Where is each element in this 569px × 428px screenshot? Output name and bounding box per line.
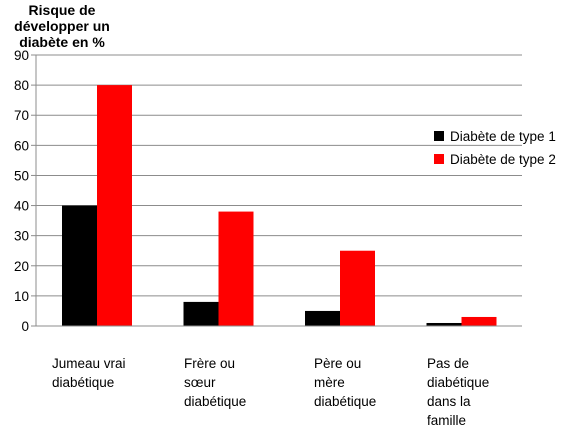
y-tick-label: 90: [14, 48, 29, 63]
x-category-label: diabétique: [427, 375, 489, 390]
x-category-label: Frère ou: [184, 356, 235, 371]
legend-label: Diabète de type 2: [450, 152, 556, 167]
y-tick-label: 20: [14, 259, 29, 274]
bar: [97, 85, 132, 326]
legend-label: Diabète de type 1: [450, 129, 556, 144]
bar: [305, 310, 340, 326]
bar: [62, 205, 97, 326]
y-tick-label: 30: [14, 229, 29, 244]
x-category-label: dans la: [427, 394, 471, 409]
legend-swatch: [434, 131, 444, 141]
legend: Diabète de type 1 Diabète de type 2: [434, 129, 556, 167]
x-category-label: Pas de: [427, 356, 469, 371]
x-category-label: diabétique: [52, 375, 114, 390]
x-category-label: diabétique: [184, 394, 246, 409]
y-axis-title-line: diabète en %: [19, 34, 105, 50]
bar: [183, 301, 219, 326]
y-tick-label: 50: [14, 168, 29, 183]
bar: [461, 316, 497, 326]
y-tick-label: 60: [14, 138, 29, 153]
x-category-label: diabétique: [314, 394, 376, 409]
x-axis-categories: Jumeau vrai diabétique Frère ou sœur diabéti…: [52, 356, 489, 428]
bar: [340, 250, 375, 326]
axes: [35, 55, 522, 327]
y-axis-ticks: 0 10 20 30 40 50 60 70 80 90: [14, 48, 36, 334]
y-axis-title-line: développer un: [14, 18, 110, 34]
y-tick-label: 10: [14, 289, 29, 304]
y-axis-title-line: Risque de: [29, 2, 96, 18]
x-category-label: famille: [427, 413, 466, 428]
bar: [426, 322, 462, 326]
bars: [62, 85, 497, 326]
y-tick-label: 0: [21, 319, 29, 334]
x-category-label: Jumeau vrai: [52, 356, 126, 371]
bar: [218, 211, 254, 326]
y-tick-label: 80: [14, 78, 29, 93]
x-category-label: Père ou: [314, 356, 361, 371]
y-tick-label: 70: [14, 108, 29, 123]
y-tick-label: 40: [14, 199, 29, 214]
legend-swatch: [434, 154, 444, 164]
x-category-label: sœur: [184, 375, 216, 390]
x-category-label: mère: [314, 375, 345, 390]
